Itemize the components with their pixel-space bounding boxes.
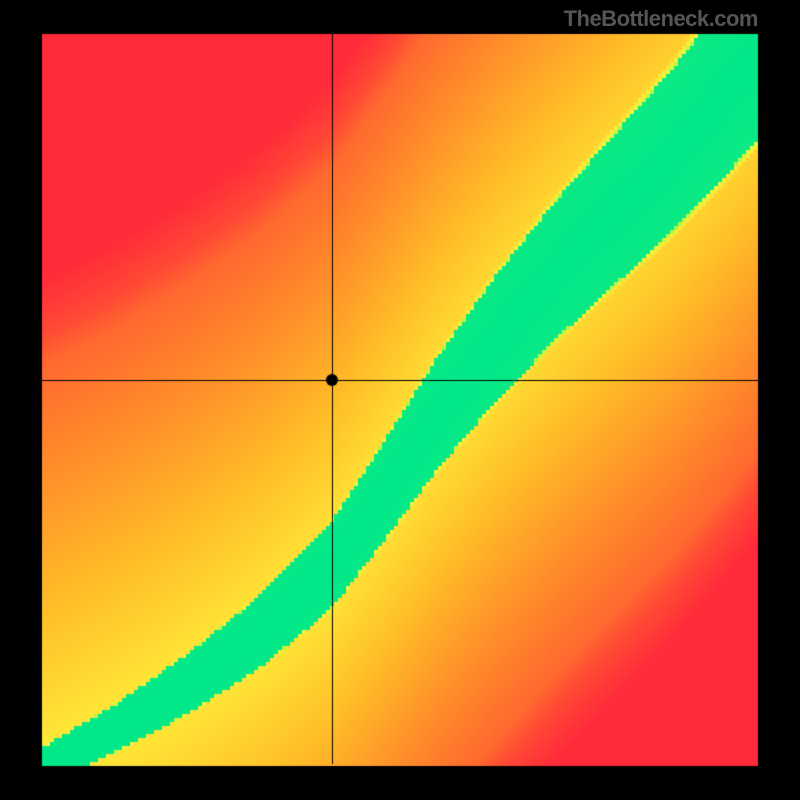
chart-container: TheBottleneck.com bbox=[0, 0, 800, 800]
watermark-text: TheBottleneck.com bbox=[564, 6, 758, 32]
heatmap-canvas bbox=[0, 0, 800, 800]
